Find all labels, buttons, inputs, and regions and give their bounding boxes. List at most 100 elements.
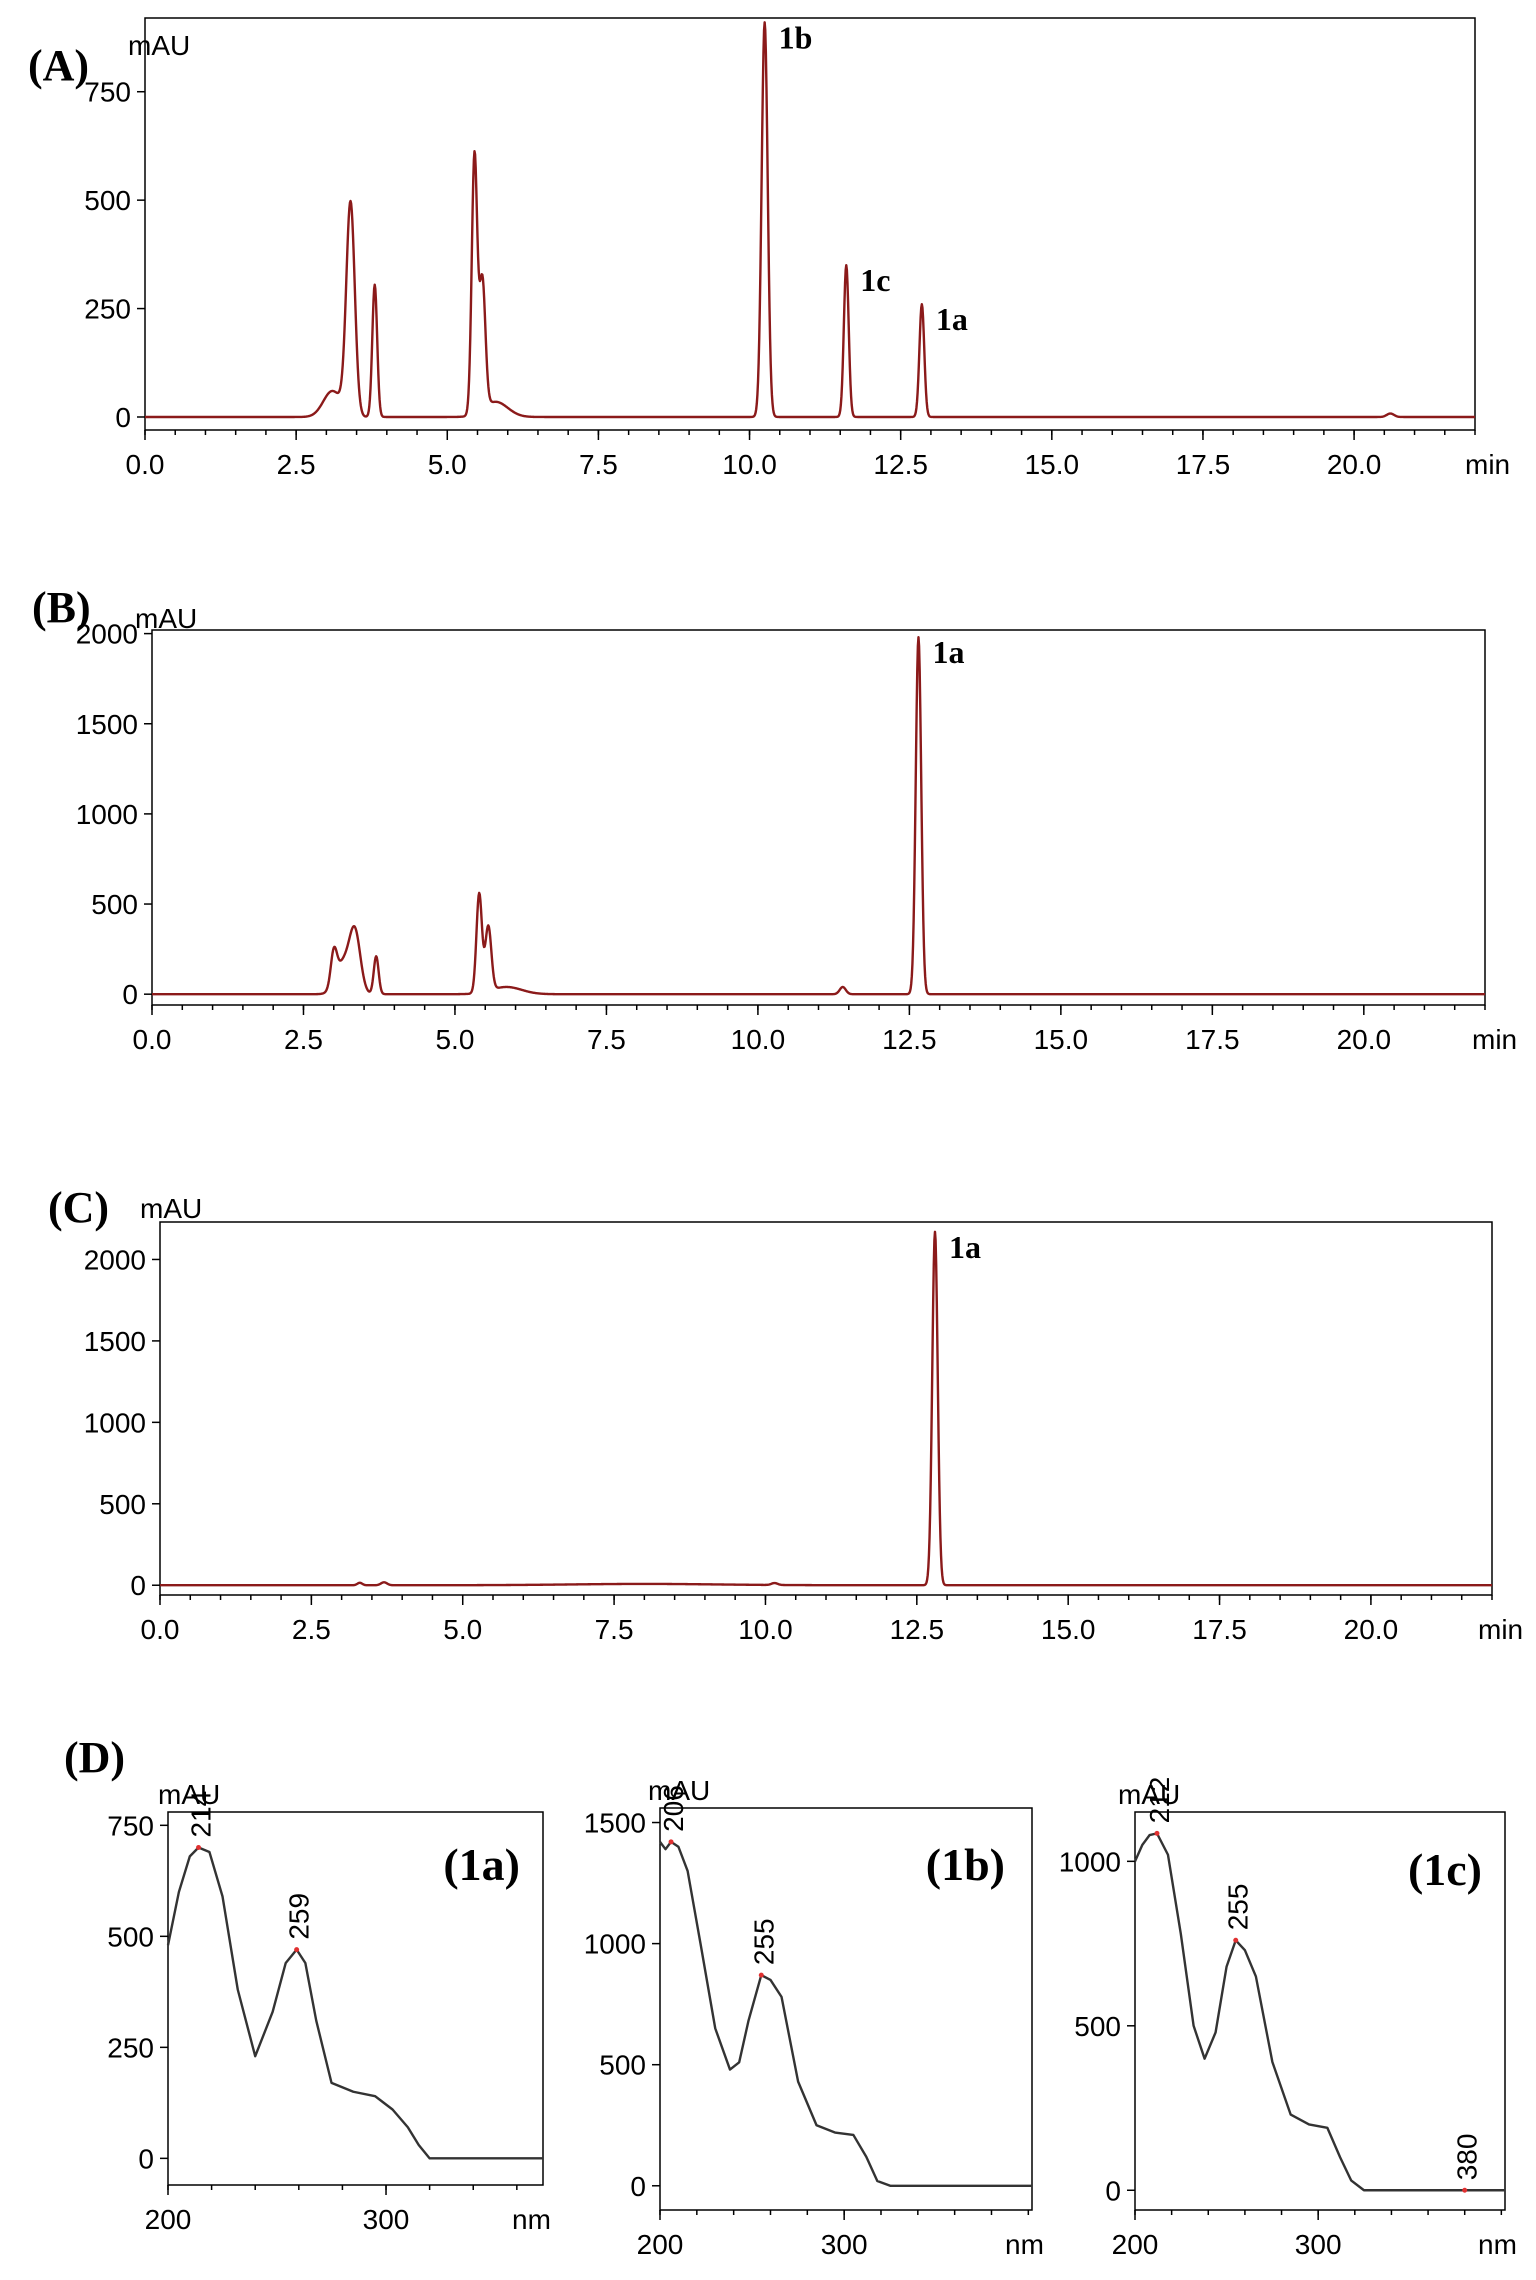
uv-spectrum-1c: mAU 0 500 1000 200 300 nm 212 255 380 (1c): [1059, 1777, 1517, 2260]
x-tick-label: 10.0: [731, 1024, 786, 1055]
peak-label-1a: 1a: [932, 634, 964, 670]
wavelength-label-380: 380: [1452, 2134, 1483, 2181]
x-tick-label: 0.0: [126, 449, 165, 480]
chromatogram-a: mAU 0 250 500 750 0.0 2.5 5.0 7.5 10.0 12.5 15.0 17.…: [84, 17, 1510, 480]
x-tick-label: 7.5: [579, 449, 618, 480]
y-tick-label: 2000: [84, 1244, 146, 1275]
panel-b-label: (B): [32, 583, 91, 632]
y-tick-label: 1500: [84, 1326, 146, 1357]
uv-spectrum-1a: mAU 0 250 500 750 200 300 nm 214 259 (1a): [107, 1779, 551, 2235]
peak-label-1a: 1a: [936, 301, 968, 337]
x-axis-unit: min: [1478, 1614, 1523, 1645]
wavelength-label-214: 214: [186, 1791, 217, 1838]
maximum-marker: [196, 1845, 202, 1851]
x-tick-label: 0.0: [141, 1614, 180, 1645]
y-axis-unit: mAU: [1118, 1779, 1180, 1810]
plot-frame: [659, 1807, 1033, 2211]
plot-frame: [159, 1221, 1493, 1596]
x-axis-unit: nm: [512, 2204, 551, 2235]
x-tick-label: 20.0: [1344, 1614, 1399, 1645]
y-tick-label: 0: [115, 402, 131, 433]
y-tick-label: 500: [91, 889, 138, 920]
x-tick-label: 300: [821, 2229, 868, 2260]
x-tick-label: 10.0: [722, 449, 777, 480]
y-tick-label: 1000: [76, 799, 138, 830]
x-tick-label: 300: [1295, 2229, 1342, 2260]
plot-frame: [1134, 1811, 1506, 2211]
y-tick-label: 1000: [1059, 1846, 1121, 1877]
x-axis-unit: nm: [1005, 2229, 1044, 2260]
y-tick-label: 0: [130, 1570, 146, 1601]
x-tick-label: 7.5: [587, 1024, 626, 1055]
panel-d-label: (D): [64, 1733, 125, 1782]
x-tick-label: 12.5: [873, 449, 928, 480]
chromatogram-trace: [159, 1230, 1493, 1587]
x-tick-label: 15.0: [1034, 1024, 1089, 1055]
y-tick-label: 500: [99, 1489, 146, 1520]
compound-inset-label: (1a): [443, 1839, 520, 1890]
compound-inset-label: (1c): [1408, 1844, 1482, 1895]
peak-label-1a: 1a: [949, 1229, 981, 1265]
y-tick-label: 500: [1074, 2011, 1121, 2042]
x-tick-label: 5.0: [435, 1024, 474, 1055]
x-tick-label: 200: [145, 2204, 192, 2235]
y-tick-label: 0: [630, 2171, 646, 2202]
y-axis-unit: mAU: [135, 603, 197, 634]
wavelength-label-255: 255: [1223, 1884, 1254, 1931]
y-tick-label: 1000: [584, 1929, 646, 1960]
wavelength-label-212: 212: [1144, 1777, 1175, 1824]
y-tick-label: 250: [84, 294, 131, 325]
peak-label-1b: 1b: [779, 19, 813, 55]
uv-spectrum-line: [166, 1846, 543, 2160]
y-axis-unit: mAU: [140, 1193, 202, 1224]
x-tick-label: 200: [637, 2229, 684, 2260]
x-tick-label: 200: [1112, 2229, 1159, 2260]
x-tick-label: 7.5: [595, 1614, 634, 1645]
x-tick-label: 20.0: [1327, 449, 1382, 480]
peak-label-1c: 1c: [860, 262, 890, 298]
x-tick-label: 15.0: [1025, 449, 1080, 480]
x-axis-unit: min: [1465, 449, 1510, 480]
x-tick-label: 2.5: [292, 1614, 331, 1645]
y-tick-label: 1500: [584, 1808, 646, 1839]
y-tick-label: 500: [107, 1921, 154, 1952]
y-tick-label: 750: [84, 77, 131, 108]
y-tick-label: 0: [1105, 2175, 1121, 2206]
y-tick-label: 750: [107, 1810, 154, 1841]
chromatogram-c: mAU 0 500 1000 1500 2000 0.0 2.5 5.0 7.5 10.0 12.5 1…: [84, 1193, 1523, 1645]
y-tick-label: 500: [84, 185, 131, 216]
x-tick-label: 2.5: [277, 449, 316, 480]
maximum-marker: [1154, 1830, 1160, 1836]
x-tick-label: 17.5: [1176, 449, 1231, 480]
wavelength-label-255: 255: [748, 1918, 779, 1965]
x-tick-label: 15.0: [1041, 1614, 1096, 1645]
y-axis-unit: mAU: [158, 1779, 220, 1810]
wavelength-label-259: 259: [284, 1893, 315, 1940]
y-tick-label: 0: [122, 979, 138, 1010]
x-tick-label: 17.5: [1192, 1614, 1247, 1645]
maximum-marker: [668, 1839, 674, 1845]
uv-spectrum-1b: mAU 0 500 1000 1500 200 300 nm 206 255 (1b): [584, 1775, 1044, 2260]
y-tick-label: 0: [138, 2143, 154, 2174]
y-tick-label: 250: [107, 2032, 154, 2063]
y-axis-unit: mAU: [648, 1775, 710, 1806]
compound-inset-label: (1b): [926, 1839, 1005, 1890]
x-tick-label: 5.0: [428, 449, 467, 480]
y-tick-label: 500: [599, 2050, 646, 2081]
chromatogram-b: mAU 0 500 1000 1500 2000 0.0 2.5 5.0 7.5 10.0 12.5 1…: [76, 603, 1517, 1055]
maximum-marker: [1462, 2187, 1468, 2193]
x-tick-label: 300: [363, 2204, 410, 2235]
x-tick-label: 10.0: [738, 1614, 793, 1645]
y-tick-label: 2000: [76, 619, 138, 650]
x-tick-label: 20.0: [1337, 1024, 1392, 1055]
y-axis-unit: mAU: [128, 30, 190, 61]
x-tick-label: 12.5: [882, 1024, 937, 1055]
chromatogram-trace: [144, 21, 1476, 419]
panel-c-label: (C): [48, 1183, 109, 1232]
maximum-marker: [1233, 1937, 1239, 1943]
x-axis-unit: min: [1472, 1024, 1517, 1055]
wavelength-label-206: 206: [658, 1785, 689, 1832]
plot-frame: [144, 17, 1476, 431]
chromatogram-trace: [151, 636, 1486, 996]
